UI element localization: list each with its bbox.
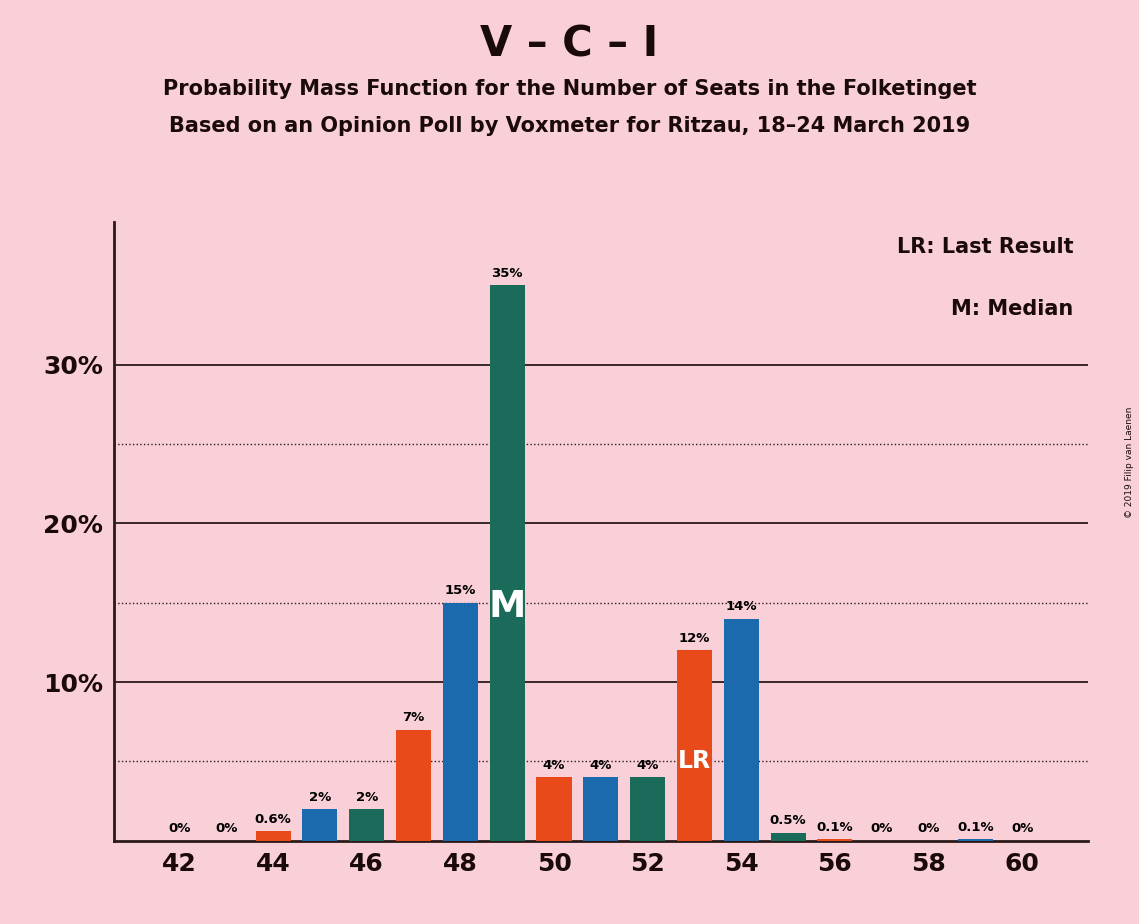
- Text: 0.1%: 0.1%: [817, 821, 853, 833]
- Text: 0%: 0%: [169, 822, 190, 835]
- Text: LR: LR: [678, 748, 711, 772]
- Text: 35%: 35%: [491, 267, 523, 280]
- Text: 2%: 2%: [309, 791, 331, 804]
- Text: LR: Last Result: LR: Last Result: [896, 237, 1073, 257]
- Text: 4%: 4%: [543, 759, 565, 772]
- Bar: [396, 730, 431, 841]
- Text: 7%: 7%: [402, 711, 425, 724]
- Bar: [490, 286, 525, 841]
- Bar: [583, 777, 618, 841]
- Text: 0%: 0%: [215, 822, 237, 835]
- Text: 0.1%: 0.1%: [957, 821, 993, 833]
- Bar: [536, 777, 572, 841]
- Bar: [350, 809, 384, 841]
- Text: Based on an Opinion Poll by Voxmeter for Ritzau, 18–24 March 2019: Based on an Opinion Poll by Voxmeter for…: [169, 116, 970, 136]
- Text: 0%: 0%: [870, 822, 893, 835]
- Text: M: M: [489, 590, 526, 626]
- Bar: [677, 650, 712, 841]
- Text: 0.5%: 0.5%: [770, 814, 806, 827]
- Text: © 2019 Filip van Laenen: © 2019 Filip van Laenen: [1125, 407, 1134, 517]
- Text: 4%: 4%: [590, 759, 612, 772]
- Text: 12%: 12%: [679, 632, 710, 645]
- Text: 14%: 14%: [726, 600, 757, 613]
- Bar: [958, 839, 993, 841]
- Bar: [302, 809, 337, 841]
- Text: 0%: 0%: [917, 822, 940, 835]
- Text: V – C – I: V – C – I: [481, 23, 658, 65]
- Bar: [443, 602, 478, 841]
- Bar: [723, 618, 759, 841]
- Text: 4%: 4%: [637, 759, 658, 772]
- Text: 0.6%: 0.6%: [255, 813, 292, 826]
- Bar: [630, 777, 665, 841]
- Text: Probability Mass Function for the Number of Seats in the Folketinget: Probability Mass Function for the Number…: [163, 79, 976, 99]
- Text: M: Median: M: Median: [951, 299, 1073, 319]
- Text: 0%: 0%: [1011, 822, 1033, 835]
- Bar: [255, 832, 290, 841]
- Bar: [771, 833, 805, 841]
- Text: 2%: 2%: [355, 791, 378, 804]
- Text: 15%: 15%: [444, 584, 476, 597]
- Bar: [818, 839, 852, 841]
